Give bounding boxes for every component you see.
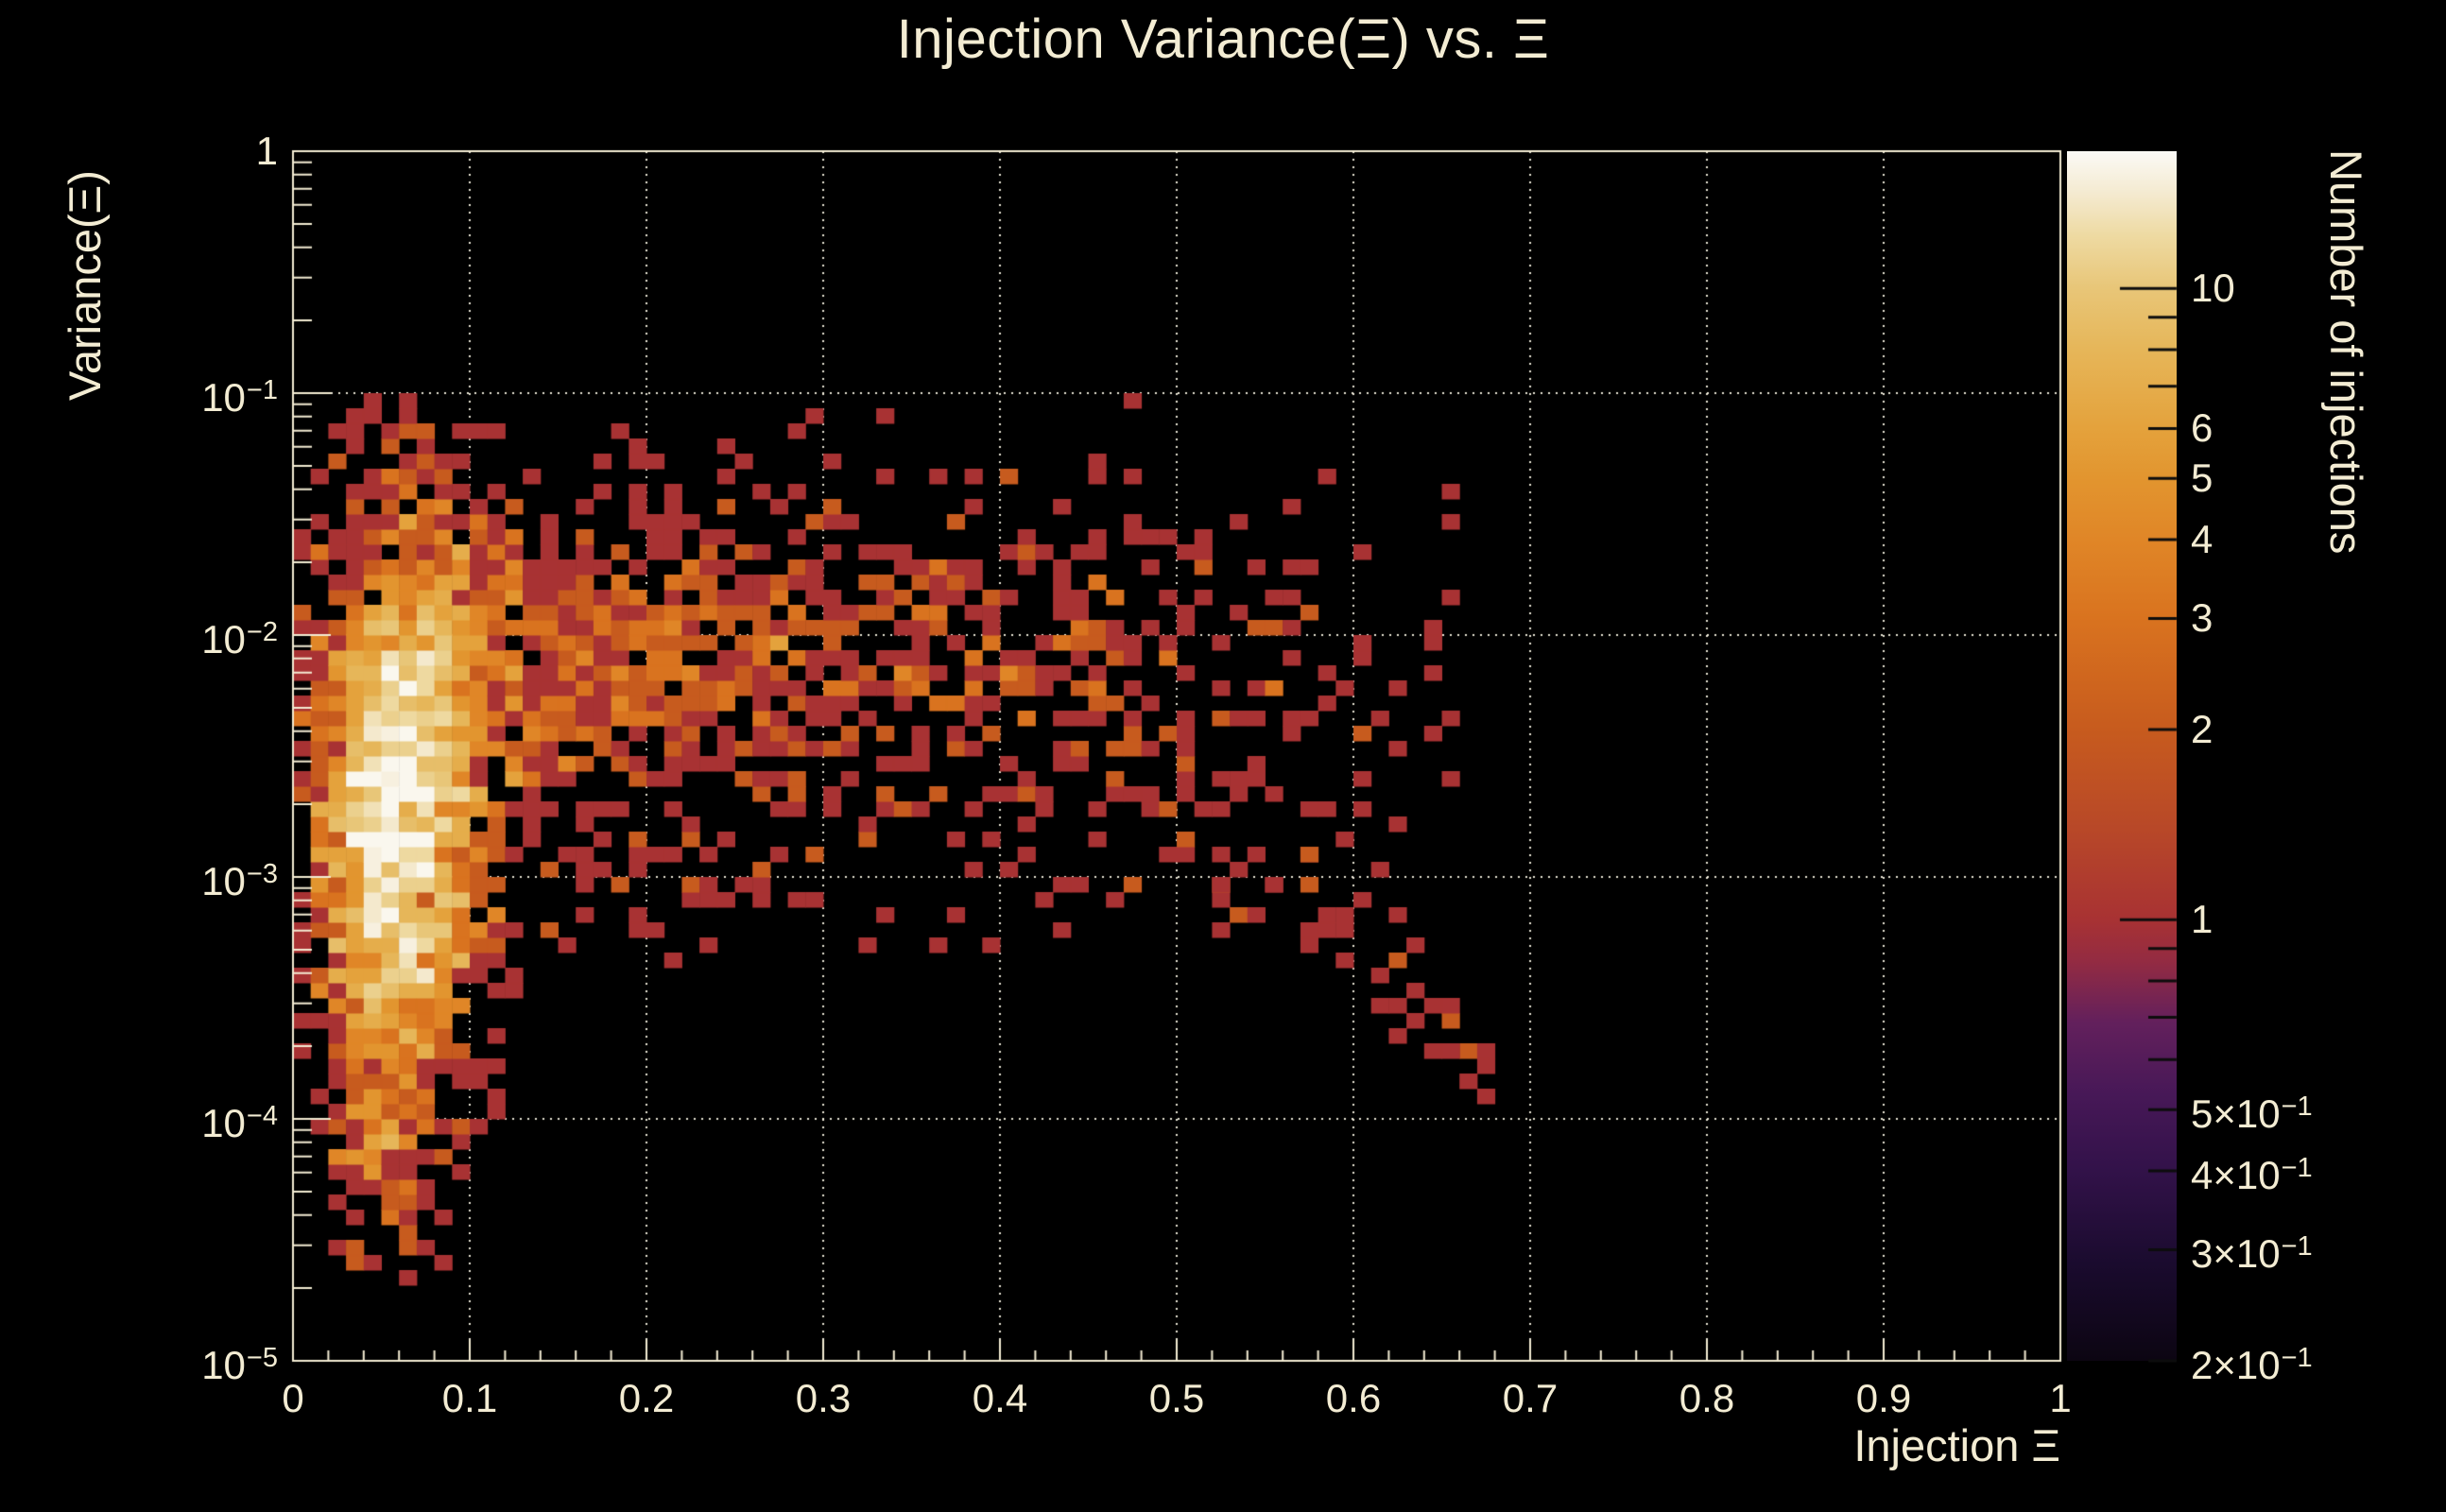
x-axis-tick-label: 0.7 bbox=[1502, 1376, 1559, 1420]
colorbar-tick-label: 2×10−1 bbox=[2191, 1343, 2313, 1387]
x-axis-tick-label: 0.3 bbox=[795, 1376, 852, 1420]
x-axis-title: Injection Ξ bbox=[1853, 1420, 2060, 1470]
y-axis-tick-label: 10−2 bbox=[201, 617, 278, 662]
y-axis-tick-label: 10−3 bbox=[201, 859, 278, 903]
y-axis-tick-label: 1 bbox=[255, 129, 278, 173]
x-axis-tick-label: 0 bbox=[282, 1376, 304, 1420]
y-axis-title: Variance(Ξ) bbox=[60, 170, 110, 401]
chart-title: Injection Variance(Ξ) vs. Ξ bbox=[896, 9, 1550, 70]
colorbar-tick-label: 3 bbox=[2191, 595, 2213, 641]
x-axis-tick-label: 1 bbox=[2049, 1376, 2072, 1420]
y-axis-tick-label: 10−4 bbox=[201, 1101, 278, 1145]
x-axis-tick-label: 0.5 bbox=[1148, 1376, 1205, 1420]
colorbar-tick-label: 4×10−1 bbox=[2191, 1152, 2313, 1197]
colorbar-tick-label: 10 bbox=[2191, 266, 2235, 311]
colorbar-tick-label: 3×10−1 bbox=[2191, 1231, 2313, 1277]
colorbar-tick-label: 5 bbox=[2191, 455, 2213, 501]
x-axis-tick-label: 0.1 bbox=[441, 1376, 498, 1420]
colorbar-tick-label: 5×10−1 bbox=[2191, 1091, 2313, 1137]
x-axis-tick-label: 0.6 bbox=[1325, 1376, 1382, 1420]
x-axis-tick-label: 0.2 bbox=[618, 1376, 675, 1420]
y-axis-tick-label: 10−1 bbox=[201, 375, 278, 420]
x-axis-tick-label: 0.9 bbox=[1855, 1376, 1912, 1420]
x-axis-tick-label: 0.8 bbox=[1679, 1376, 1735, 1420]
colorbar-tick-label: 2 bbox=[2191, 707, 2213, 752]
colorbar-title: Number of injections bbox=[2321, 149, 2371, 555]
x-axis-tick-label: 0.4 bbox=[972, 1376, 1028, 1420]
colorbar-tick-label: 4 bbox=[2191, 517, 2213, 562]
y-axis-tick-label: 10−5 bbox=[201, 1343, 278, 1387]
colorbar-tick-label: 6 bbox=[2191, 405, 2213, 451]
colorbar-tick-label: 1 bbox=[2191, 897, 2213, 942]
